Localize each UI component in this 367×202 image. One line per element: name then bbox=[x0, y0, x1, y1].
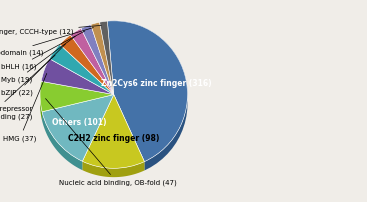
Polygon shape bbox=[40, 81, 42, 121]
Text: bZIP (22): bZIP (22) bbox=[1, 44, 65, 96]
Polygon shape bbox=[107, 21, 188, 170]
Wedge shape bbox=[70, 28, 114, 95]
Wedge shape bbox=[81, 24, 114, 95]
Wedge shape bbox=[91, 22, 114, 95]
Polygon shape bbox=[82, 161, 144, 177]
Text: Homeodomain (14): Homeodomain (14) bbox=[0, 27, 93, 56]
Text: Zinc finger, CCCH-type (12): Zinc finger, CCCH-type (12) bbox=[0, 25, 101, 35]
Wedge shape bbox=[42, 95, 114, 161]
Wedge shape bbox=[50, 44, 114, 95]
Text: Others (101): Others (101) bbox=[52, 118, 107, 127]
Text: Nucleic acid binding, OB-fold (47): Nucleic acid binding, OB-fold (47) bbox=[46, 99, 176, 186]
Text: Zn2Cys6 zinc finger (316): Zn2Cys6 zinc finger (316) bbox=[101, 79, 212, 88]
Text: C2H2 zinc finger (98): C2H2 zinc finger (98) bbox=[68, 134, 159, 143]
Wedge shape bbox=[99, 21, 114, 95]
Wedge shape bbox=[82, 95, 144, 168]
Text: bHLH (16): bHLH (16) bbox=[1, 31, 85, 70]
Polygon shape bbox=[42, 112, 82, 170]
Text: Myb (19): Myb (19) bbox=[1, 36, 75, 83]
Wedge shape bbox=[40, 81, 114, 112]
Text: Winged helix repressor
DNA-binding (27): Winged helix repressor DNA-binding (27) bbox=[0, 55, 55, 120]
Wedge shape bbox=[41, 59, 114, 95]
Wedge shape bbox=[60, 35, 114, 95]
Text: HMG (37): HMG (37) bbox=[3, 74, 47, 142]
Wedge shape bbox=[107, 21, 188, 162]
